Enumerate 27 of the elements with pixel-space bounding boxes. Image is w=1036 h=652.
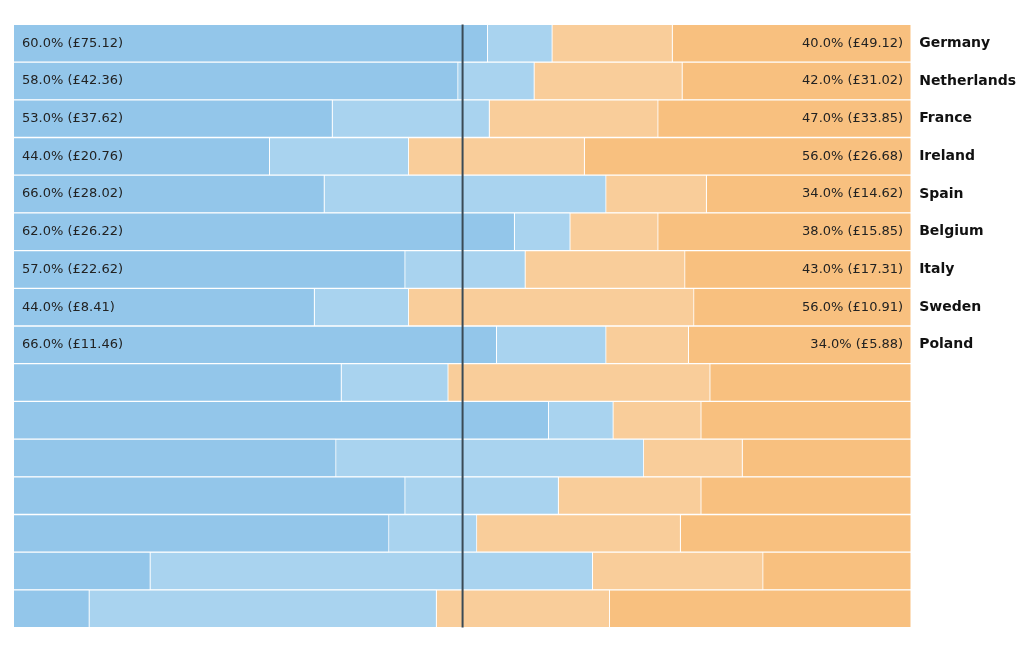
annotation: 53.0% (£37.62) [22, 110, 124, 126]
annotation: 66.0% (£11.46) [22, 336, 124, 352]
y-tick-label: Italy [919, 260, 955, 277]
annotation: 40.0% (£49.12) [802, 34, 904, 50]
annotation: 44.0% (£20.76) [22, 147, 124, 163]
y-tick-label: France [919, 109, 972, 126]
annotation: 43.0% (£17.31) [802, 260, 904, 276]
annotation: 44.0% (£8.41) [22, 298, 115, 314]
annotation: 47.0% (£33.85) [802, 110, 904, 126]
y-tick-label: Spain [919, 184, 964, 201]
annotation: 34.0% (£14.62) [802, 185, 904, 201]
annotation: 66.0% (£28.02) [22, 185, 124, 201]
y-tick-label: Sweden [919, 297, 982, 314]
y-tick-label: Germany [919, 33, 991, 50]
annotation: 56.0% (£10.91) [802, 298, 904, 314]
y-tick-label: Poland [919, 335, 974, 352]
annotation: 57.0% (£22.62) [22, 260, 124, 276]
y-tick-label: Belgium [919, 222, 984, 239]
annotation: 56.0% (£26.68) [802, 147, 904, 163]
annotation: 38.0% (£15.85) [802, 223, 904, 239]
annotation: 58.0% (£42.36) [22, 72, 124, 88]
y-tick-label: Netherlands [919, 71, 1017, 88]
annotation: 60.0% (£75.12) [22, 34, 124, 50]
annotation: 62.0% (£26.22) [22, 223, 124, 239]
annotation: 42.0% (£31.02) [802, 72, 904, 88]
y-tick-label: Ireland [919, 146, 976, 163]
annotation: 34.0% (£5.88) [810, 336, 904, 352]
